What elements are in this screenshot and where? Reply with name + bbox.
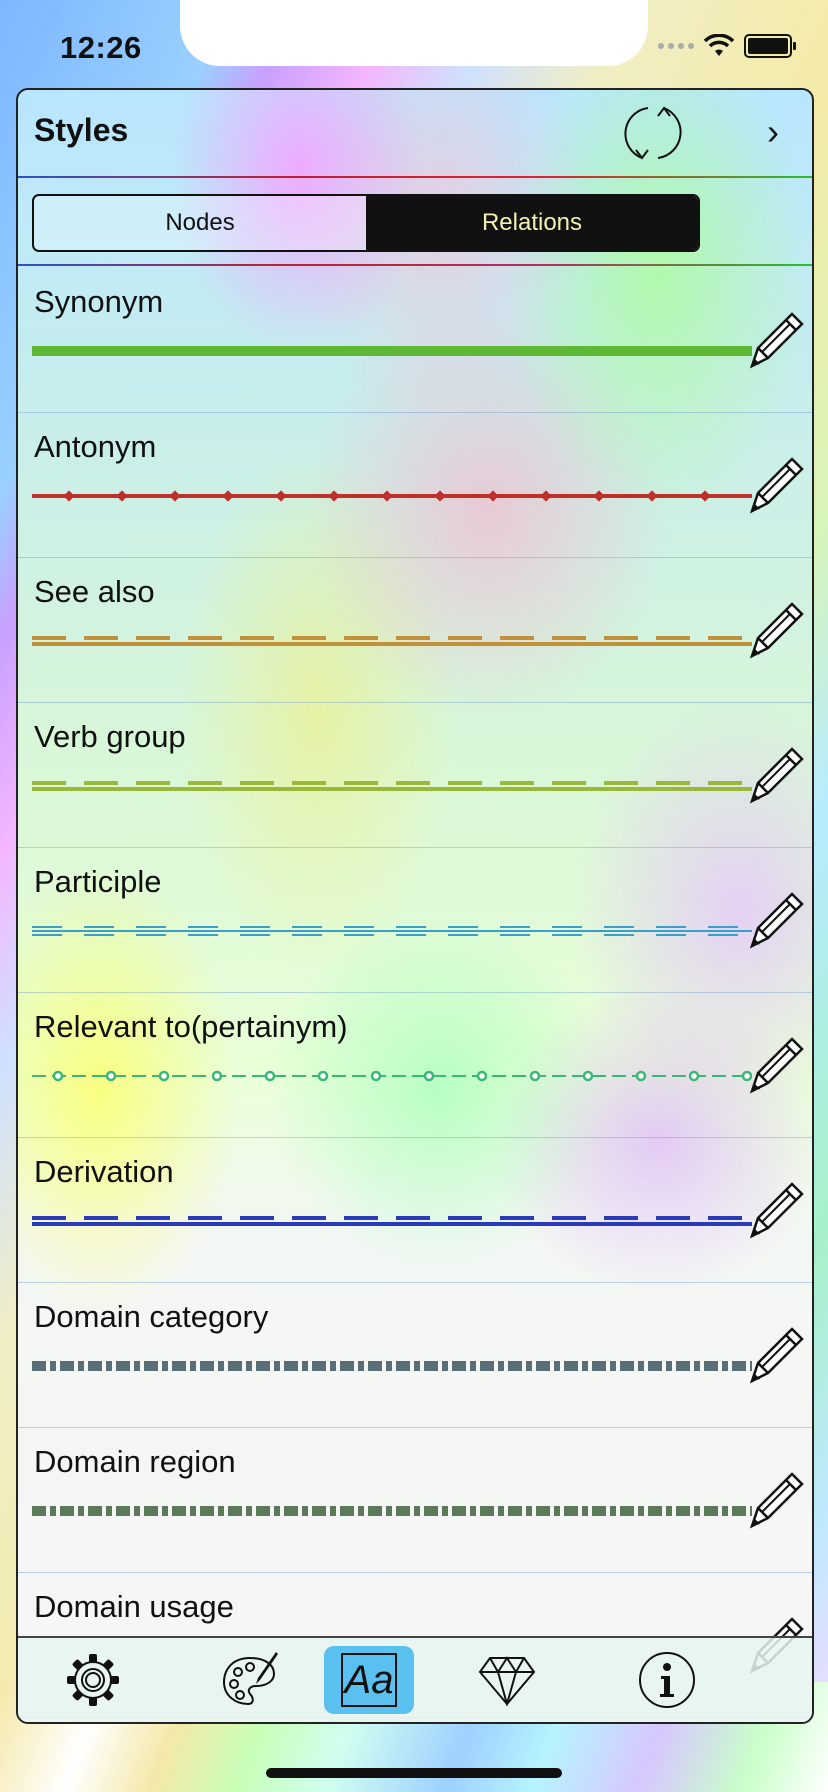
pencil-icon[interactable]: [744, 1468, 806, 1534]
tab-nodes[interactable]: Nodes: [34, 196, 366, 250]
line-style-preview: [32, 1506, 752, 1516]
divider: [18, 264, 812, 266]
signal-icon: [658, 43, 694, 49]
segmented-control: Nodes Relations: [32, 194, 700, 252]
line-style-preview: [32, 346, 752, 356]
line-style-preview: [32, 1070, 752, 1082]
pencil-icon[interactable]: [744, 1178, 806, 1244]
pencil-icon[interactable]: [744, 743, 806, 809]
relation-label: Synonym: [34, 284, 164, 319]
list-item[interactable]: Relevant to(pertainym): [18, 993, 812, 1138]
line-style-preview: [32, 926, 752, 936]
tab-palette[interactable]: [208, 1646, 294, 1714]
line-style-preview: [32, 1216, 752, 1226]
tab-fonts[interactable]: Aa: [324, 1646, 414, 1714]
list-item[interactable]: Synonym: [18, 268, 812, 413]
home-indicator: [266, 1768, 562, 1778]
info-icon: [639, 1652, 695, 1708]
relation-label: See also: [34, 574, 155, 609]
relation-label: Derivation: [34, 1154, 174, 1189]
palette-icon: [222, 1652, 278, 1706]
page-title: Styles: [34, 112, 129, 148]
relation-label: Domain region: [34, 1444, 236, 1479]
list-item[interactable]: See also: [18, 558, 812, 703]
list-item[interactable]: Derivation: [18, 1138, 812, 1283]
tab-settings[interactable]: [50, 1646, 136, 1714]
refresh-icon: [624, 106, 682, 160]
notch: [180, 0, 648, 66]
wifi-icon: [704, 34, 734, 56]
tab-bar: Aa: [18, 1636, 812, 1722]
refresh-button[interactable]: [618, 100, 688, 166]
chevron-right-icon[interactable]: ›: [767, 111, 779, 152]
pencil-icon[interactable]: [744, 1033, 806, 1099]
relation-label: Participle: [34, 864, 162, 899]
tab-info[interactable]: [624, 1646, 710, 1714]
pencil-icon[interactable]: [744, 308, 806, 374]
list-item[interactable]: Antonym: [18, 413, 812, 558]
gear-icon: [67, 1654, 119, 1706]
relation-label: Domain category: [34, 1299, 269, 1334]
line-style-preview: [32, 636, 752, 646]
list-item[interactable]: Domain category: [18, 1283, 812, 1428]
panel-header: Styles ›: [18, 90, 812, 178]
styles-panel: Styles › Nodes Relations Synonym Antonym: [16, 88, 814, 1724]
diamond-icon: [478, 1656, 536, 1706]
list-item[interactable]: Domain region: [18, 1428, 812, 1573]
tab-premium[interactable]: [464, 1646, 550, 1714]
relation-label: Verb group: [34, 719, 186, 754]
pencil-icon[interactable]: [744, 888, 806, 954]
pencil-icon[interactable]: [744, 598, 806, 664]
list-item[interactable]: Verb group: [18, 703, 812, 848]
relations-list: Synonym Antonym See also Verb group Part…: [18, 268, 812, 1718]
pencil-icon[interactable]: [744, 1323, 806, 1389]
font-icon: Aa: [341, 1653, 397, 1707]
battery-icon: [744, 34, 796, 58]
status-icons: [658, 34, 796, 58]
line-style-preview: [32, 781, 752, 791]
pencil-icon[interactable]: [744, 453, 806, 519]
relation-label: Domain usage: [34, 1589, 234, 1624]
line-style-preview: [32, 1361, 752, 1371]
list-item[interactable]: Participle: [18, 848, 812, 993]
relation-label: Antonym: [34, 429, 157, 464]
tab-relations[interactable]: Relations: [366, 196, 698, 250]
line-style-preview: [32, 490, 752, 502]
status-time: 12:26: [60, 30, 142, 65]
relation-label: Relevant to(pertainym): [34, 1009, 348, 1044]
